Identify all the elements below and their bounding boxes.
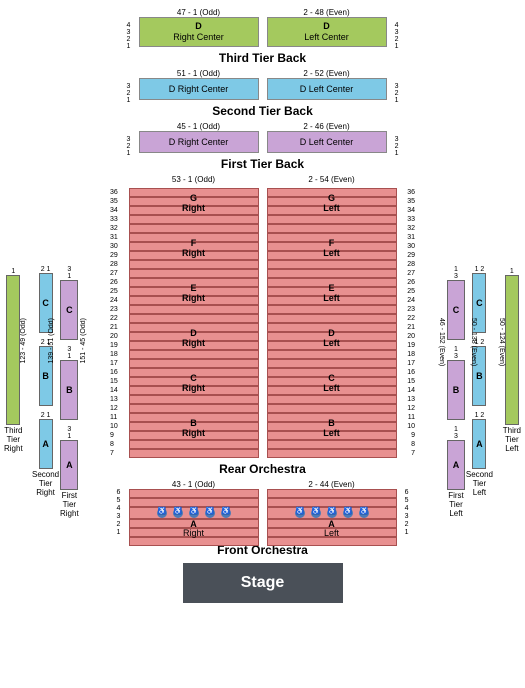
wheelchair-icon (157, 508, 167, 518)
tier3-right-center[interactable]: D Right Center (139, 17, 259, 47)
tier2-title: Second Tier Back (0, 104, 525, 118)
second-tier-left-side[interactable]: 1 2 C 1 2 B 1 2 A SecondTierLeft (466, 266, 493, 497)
front-orch-left[interactable]: 654321 A Left (267, 489, 397, 539)
stage: Stage (183, 563, 343, 603)
second-tier-right-side[interactable]: 2 1 C 2 1 B 2 1 A SecondTierRight (32, 266, 59, 497)
tier1-right-center[interactable]: D Right Center (139, 131, 259, 153)
first-tier-right-side[interactable]: 31 C 31 B 31 A FirstTierRight (60, 266, 79, 518)
tier1-title: First Tier Back (0, 157, 525, 171)
tier2-right-center[interactable]: D Right Center (139, 78, 259, 100)
rear-orch-right[interactable]: GRightFRightERightDRightCRightBRight (129, 188, 259, 458)
tier3-right-range: 2 - 48 (Even) (267, 8, 387, 17)
first-tier-left-side[interactable]: 13 C 13 B 13 A FirstTierLeft (447, 266, 465, 518)
tier2-left-center[interactable]: D Left Center (267, 78, 387, 100)
rear-orch-left[interactable]: GLeftFLeftELeftDLeftCLeftBLeft (267, 188, 397, 458)
tier1-left-center[interactable]: D Left Center (267, 131, 387, 153)
front-orch-right[interactable]: 654321 A Right (129, 489, 259, 539)
third-tier-left-side[interactable]: 1 ThirdTierLeft (503, 268, 521, 453)
tier3-left-center[interactable]: D Left Center (267, 17, 387, 47)
front-orch-title: Front Orchestra (0, 543, 525, 557)
tier3-title: Third Tier Back (0, 51, 525, 65)
tier3-left-range: 47 - 1 (Odd) (139, 8, 259, 17)
